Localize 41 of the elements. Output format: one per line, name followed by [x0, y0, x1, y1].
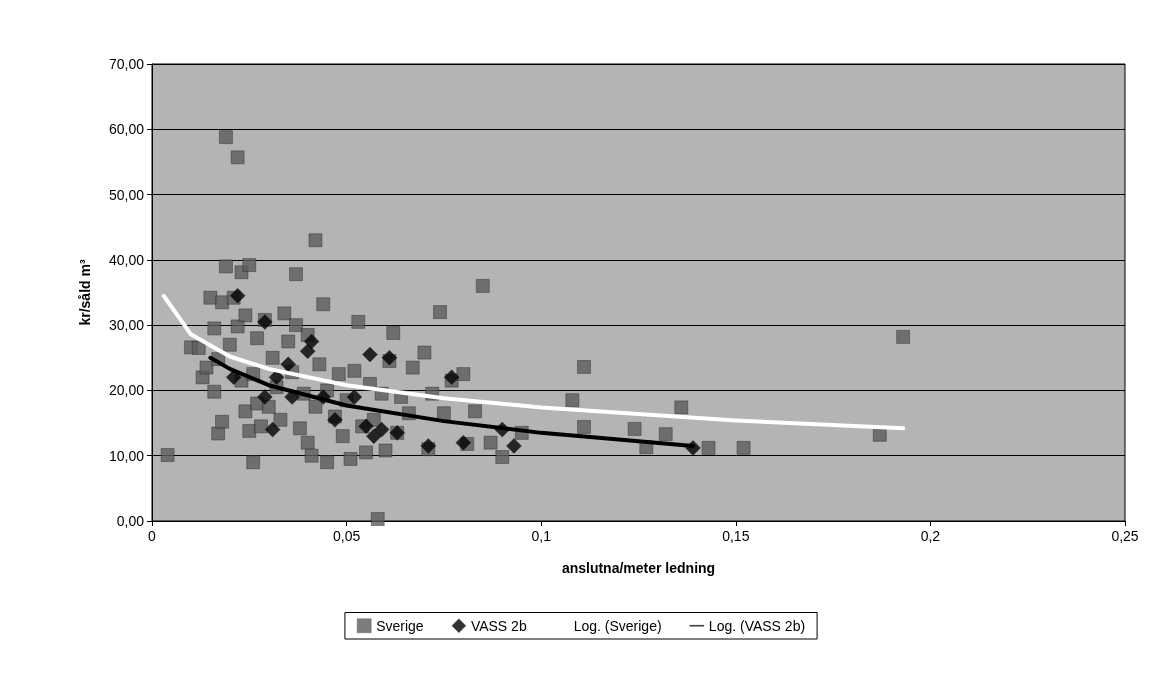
point [264, 421, 281, 438]
x-tick-label: 0,15 [722, 528, 750, 544]
legend-label: Sverige [376, 617, 424, 634]
y-tick-label: 20,00 [108, 382, 145, 399]
y-tick-label: 10,00 [108, 447, 145, 464]
y-tick-label: 60,00 [108, 121, 145, 138]
y-tick-label: 70,00 [108, 56, 145, 72]
point [327, 412, 343, 428]
x-tick-label: 0 [148, 528, 157, 544]
point [381, 350, 398, 366]
y-tick-label: 50,00 [108, 186, 145, 203]
point [229, 288, 246, 304]
point [225, 369, 242, 386]
point [358, 418, 374, 435]
point [299, 343, 316, 360]
x-tick-label: 0,2 [920, 528, 941, 544]
text: Log. (Sverige) [573, 617, 662, 634]
point [506, 438, 522, 454]
point [346, 389, 363, 405]
x-tick-label: 0,05 [332, 528, 361, 544]
point [257, 389, 273, 405]
y-tick-label: 30,00 [108, 317, 145, 334]
y-tick-label: 40,00 [108, 251, 145, 268]
line-series [161, 293, 906, 431]
point [443, 369, 460, 386]
legend-label: VASS 2b [470, 617, 527, 634]
point [373, 421, 390, 438]
y-axis-title: kr/såld m³ [77, 259, 93, 326]
point [284, 389, 300, 405]
point [455, 434, 472, 451]
point [685, 440, 701, 456]
point [420, 438, 437, 454]
point [303, 333, 320, 350]
point [362, 346, 378, 363]
legend-label: Log. (VASS 2b) [708, 617, 806, 634]
y-tick-label: 0,00 [116, 513, 145, 529]
x-tick-label: 0,1 [531, 528, 552, 544]
point [280, 356, 296, 373]
x-axis-title: anslutna/meter ledning [561, 560, 716, 576]
point [366, 428, 382, 444]
x-tick-label: 0,25 [1111, 528, 1139, 544]
